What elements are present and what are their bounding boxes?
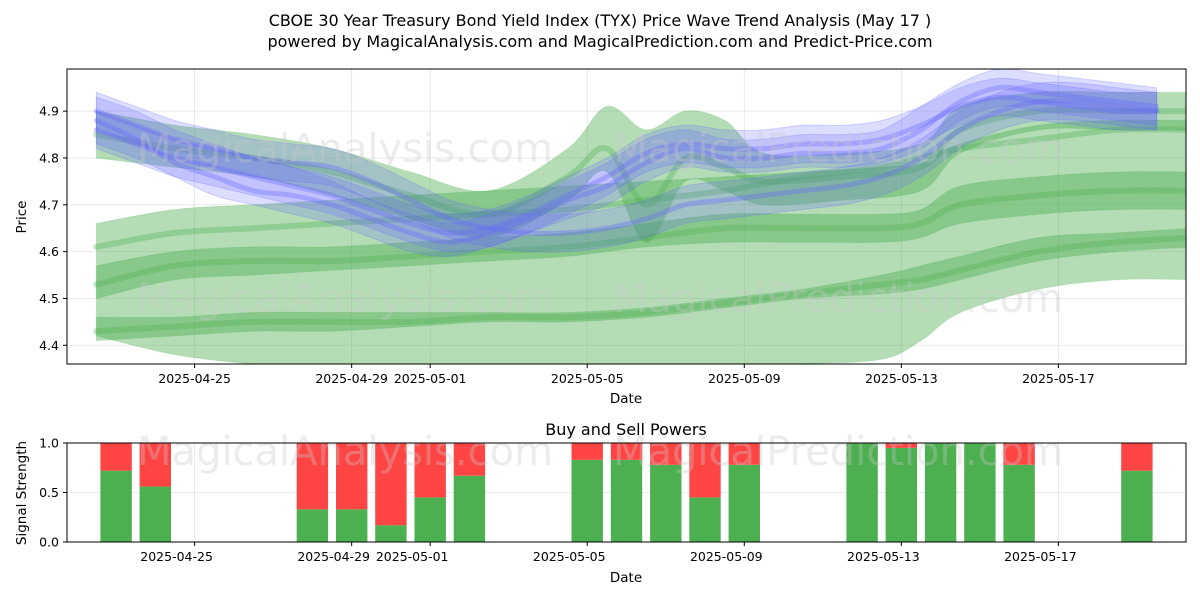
signal-x-tick-label: 2025-05-05 bbox=[533, 549, 606, 564]
signal-x-ticks: 2025-04-25 2025-04-29 2025-05-01 2025-05-05… bbox=[140, 542, 1077, 564]
price-bands bbox=[93, 69, 1186, 364]
chart-title: CBOE 30 Year Treasury Bond Yield Index (… bbox=[269, 11, 932, 30]
signal-x-tick-label: 2025-04-29 bbox=[297, 549, 370, 564]
price-y-tick-label: 4.8 bbox=[39, 150, 59, 165]
buy-bar bbox=[885, 447, 917, 542]
sell-bar bbox=[689, 443, 721, 498]
buy-bar bbox=[924, 443, 957, 542]
price-x-tick-label: 2025-04-29 bbox=[315, 371, 388, 386]
buy-bar bbox=[571, 459, 603, 542]
sell-bar bbox=[453, 443, 486, 476]
price-x-ticks: 2025-04-25 2025-04-29 2025-05-01 2025-05-05… bbox=[158, 364, 1095, 386]
buy-bar bbox=[650, 464, 682, 542]
price-wave-band-0 bbox=[95, 69, 1158, 257]
signal-watermarks: MagicalAnalysis.com MagicalPrediction.co… bbox=[137, 429, 1063, 475]
signal-y-tick-label: 1.0 bbox=[39, 436, 59, 451]
trend-band-3 bbox=[95, 90, 1186, 243]
signal-x-axis-label: Date bbox=[610, 570, 642, 586]
trend-band-5 bbox=[95, 171, 1186, 300]
trend-line-3 bbox=[93, 106, 1186, 218]
buy-bar bbox=[728, 464, 760, 542]
sell-bar bbox=[1121, 443, 1153, 471]
signal-y-tick-label: 0.0 bbox=[39, 535, 59, 550]
price-wave-band-2 bbox=[95, 77, 1158, 253]
buy-bar bbox=[1121, 470, 1153, 542]
signal-x-tick-label: 2025-05-17 bbox=[1004, 549, 1077, 564]
watermark-prediction-mid: MagicalPrediction.com bbox=[613, 276, 1063, 322]
price-y-ticks: 4.4 4.5 4.6 4.7 4.8 4.9 bbox=[39, 104, 67, 353]
signal-y-tick-label: 0.5 bbox=[39, 485, 59, 500]
buy-bar bbox=[610, 459, 643, 542]
signal-bars bbox=[100, 443, 1153, 542]
price-y-tick-label: 4.7 bbox=[39, 197, 59, 212]
chart-subtitle: powered by MagicalAnalysis.com and Magic… bbox=[267, 32, 932, 51]
sell-bar bbox=[1003, 443, 1035, 465]
buy-bar bbox=[100, 470, 132, 542]
price-axes-frame bbox=[66, 68, 1187, 365]
price-y-axis-label: Price bbox=[14, 201, 30, 234]
price-x-tick-label: 2025-05-13 bbox=[865, 371, 938, 386]
buy-bar bbox=[296, 509, 329, 542]
price-panel: MagicalAnalysis.com MagicalPrediction.co… bbox=[14, 68, 1187, 407]
price-y-tick-label: 4.6 bbox=[39, 244, 59, 259]
watermark-analysis-top: MagicalAnalysis.com bbox=[137, 126, 553, 172]
signal-y-ticks: 0.0 0.5 1.0 bbox=[39, 436, 67, 550]
sell-bar bbox=[139, 443, 171, 487]
price-y-tick-label: 4.9 bbox=[39, 104, 59, 119]
price-grid bbox=[67, 69, 1186, 364]
trend-line-5 bbox=[93, 187, 1186, 288]
buy-bar bbox=[689, 497, 721, 542]
sell-bar bbox=[728, 443, 760, 465]
trend-line-6 bbox=[93, 235, 1186, 335]
price-y-tick-label: 4.4 bbox=[39, 338, 59, 353]
price-x-tick-label: 2025-04-25 bbox=[158, 371, 231, 386]
sell-bar bbox=[610, 443, 643, 460]
sell-bar bbox=[336, 443, 368, 510]
watermark-prediction-top: MagicalPrediction.com bbox=[613, 126, 1063, 172]
buy-bar bbox=[453, 475, 486, 542]
price-watermarks: MagicalAnalysis.com MagicalPrediction.co… bbox=[137, 126, 1063, 322]
signal-y-axis-label: Signal Strength bbox=[14, 441, 30, 545]
price-x-tick-label: 2025-05-17 bbox=[1022, 371, 1095, 386]
trend-line-4 bbox=[93, 126, 1186, 250]
sell-bar bbox=[414, 443, 446, 498]
sell-bar bbox=[885, 443, 917, 448]
trend-band-4 bbox=[95, 119, 1186, 364]
price-y-tick-label: 4.5 bbox=[39, 291, 59, 306]
watermark-analysis-mid: MagicalAnalysis.com bbox=[137, 276, 553, 322]
signal-x-tick-label: 2025-05-13 bbox=[847, 549, 920, 564]
sell-bar bbox=[650, 443, 682, 465]
sell-bar bbox=[571, 443, 603, 460]
sell-bar bbox=[375, 443, 407, 526]
buy-bar bbox=[1003, 464, 1035, 542]
watermark-analysis-bottom: MagicalAnalysis.com bbox=[137, 429, 553, 475]
price-x-axis-label: Date bbox=[610, 391, 642, 407]
buy-bar bbox=[846, 443, 878, 542]
price-wave-line-0 bbox=[93, 84, 1160, 245]
sell-bar bbox=[100, 443, 132, 471]
price-wave-line-2 bbox=[93, 94, 1160, 236]
price-x-tick-label: 2025-05-05 bbox=[551, 371, 624, 386]
buy-bar bbox=[336, 509, 368, 542]
price-x-tick-label: 2025-05-01 bbox=[394, 371, 467, 386]
price-wave-line-1 bbox=[93, 98, 1160, 236]
sell-bar bbox=[296, 443, 329, 510]
buy-bar bbox=[414, 497, 446, 542]
signal-panel: Buy and Sell Powers MagicalAnalysis.com … bbox=[14, 420, 1187, 586]
signal-x-tick-label: 2025-05-09 bbox=[690, 549, 763, 564]
price-x-tick-label: 2025-05-09 bbox=[708, 371, 781, 386]
buy-bar bbox=[375, 525, 407, 542]
buy-bar bbox=[964, 443, 996, 542]
buy-bar bbox=[139, 486, 171, 542]
signal-panel-title: Buy and Sell Powers bbox=[545, 420, 707, 439]
watermark-prediction-bottom: MagicalPrediction.com bbox=[613, 429, 1063, 475]
signal-x-tick-label: 2025-04-25 bbox=[140, 549, 213, 564]
trend-band-6 bbox=[95, 228, 1186, 342]
price-wave-band-1 bbox=[95, 81, 1158, 253]
signal-x-tick-label: 2025-05-01 bbox=[376, 549, 449, 564]
